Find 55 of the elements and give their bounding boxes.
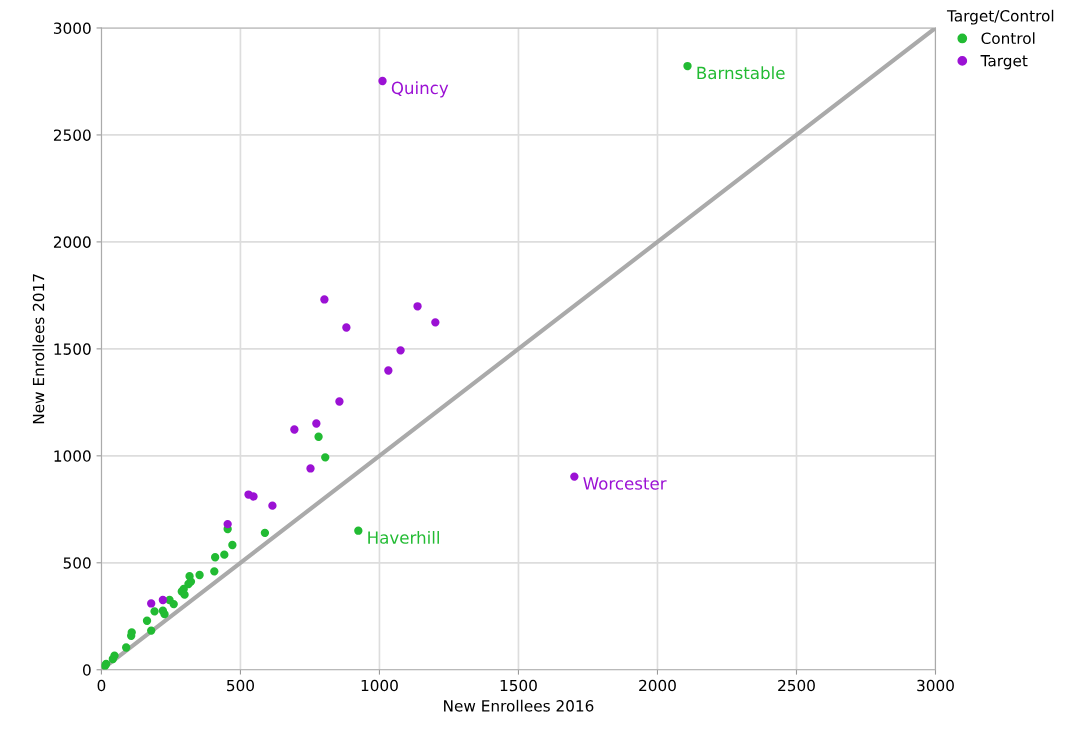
legend-label: Control — [981, 32, 1035, 45]
point — [335, 397, 344, 406]
point — [249, 492, 258, 501]
point — [320, 295, 329, 304]
x-tick-label: 1000 — [361, 679, 398, 692]
point — [683, 61, 692, 71]
point — [384, 366, 393, 375]
point — [228, 540, 237, 550]
y-tick-label: 3000 — [53, 22, 91, 34]
point — [570, 472, 579, 481]
annotation: Barnstable — [697, 66, 785, 80]
point — [210, 567, 219, 576]
point — [431, 318, 440, 327]
point — [290, 425, 299, 434]
point — [306, 464, 315, 473]
point — [122, 643, 131, 652]
annotation: Worcester — [583, 477, 667, 490]
point — [321, 453, 330, 462]
x-axis-title: New Enrollees 2016 — [444, 699, 594, 712]
point — [147, 599, 156, 608]
point — [354, 526, 363, 535]
x-tick-label: 2500 — [778, 679, 815, 692]
x-tick-label: 2000 — [639, 679, 676, 692]
legend-label: Target — [980, 55, 1028, 70]
y-tick-label: 1000 — [54, 450, 91, 462]
legend-title: Target/Control — [946, 9, 1054, 25]
point — [342, 323, 351, 332]
point — [312, 419, 321, 428]
x-tick-label: 0 — [97, 679, 106, 692]
point — [108, 654, 117, 664]
y-tick-label: 0 — [82, 664, 91, 676]
x-tick-label: 3000 — [917, 679, 954, 692]
point — [268, 501, 277, 510]
point — [260, 528, 270, 538]
point — [147, 626, 156, 635]
y-tick-label: 500 — [63, 557, 91, 569]
point — [314, 432, 323, 441]
y-tick-label: 2000 — [53, 236, 91, 248]
point — [195, 570, 204, 580]
point — [396, 346, 405, 355]
annotation: Haverhill — [368, 530, 439, 544]
point — [158, 595, 168, 605]
point — [413, 302, 422, 311]
x-tick-label: 500 — [227, 679, 254, 692]
point — [378, 76, 387, 86]
y-axis-title: New Enrollees 2017 — [32, 274, 45, 424]
point — [223, 519, 232, 529]
y-tick-label: 1500 — [54, 343, 91, 355]
x-tick-label: 1500 — [500, 679, 537, 692]
y-tick-label: 2500 — [53, 129, 91, 141]
point — [210, 553, 220, 562]
annotation: Quincy — [391, 81, 449, 98]
point — [220, 550, 229, 559]
point — [142, 616, 152, 625]
point — [150, 607, 159, 616]
